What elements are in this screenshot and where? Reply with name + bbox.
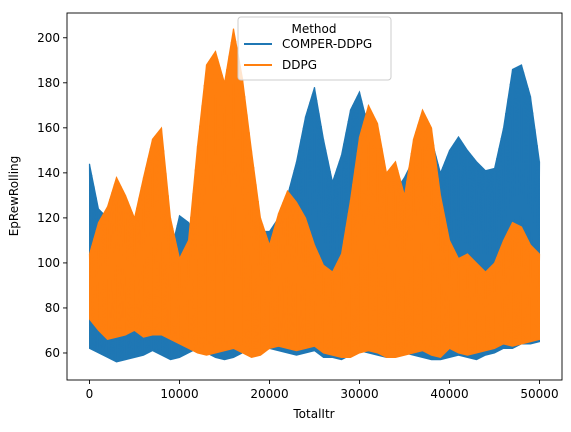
x-tick-label: 50000 bbox=[520, 387, 558, 401]
x-tick-label: 40000 bbox=[430, 387, 468, 401]
x-axis: 0 10000 20000 30000 40000 50000 bbox=[86, 380, 559, 401]
x-tick-label: 10000 bbox=[160, 387, 198, 401]
y-tick-label: 80 bbox=[45, 301, 60, 315]
legend-label: COMPER-DDPG bbox=[282, 37, 372, 51]
x-tick-label: 30000 bbox=[340, 387, 378, 401]
legend-title: Method bbox=[291, 22, 336, 36]
series-layer bbox=[88, 28, 541, 363]
plot-area bbox=[66, 12, 563, 381]
y-tick-label: 180 bbox=[37, 76, 60, 90]
legend-label: DDPG bbox=[282, 58, 317, 72]
legend[interactable]: Method COMPER-DDPG DDPG bbox=[237, 16, 392, 81]
y-tick-label: 160 bbox=[37, 121, 60, 135]
legend-entry[interactable]: COMPER-DDPG bbox=[244, 37, 372, 51]
x-axis-label: TotalItr bbox=[292, 407, 334, 421]
legend-box bbox=[237, 16, 392, 81]
y-axis: 60 80 100 120 140 160 180 200 bbox=[37, 31, 67, 360]
legend-entry[interactable]: DDPG bbox=[244, 58, 317, 72]
y-tick-label: 140 bbox=[37, 166, 60, 180]
y-tick-label: 120 bbox=[37, 211, 60, 225]
x-tick-label: 20000 bbox=[250, 387, 288, 401]
y-axis-label: EpRewRolling bbox=[7, 156, 21, 237]
y-tick-label: 100 bbox=[37, 256, 60, 270]
y-tick-label: 200 bbox=[37, 31, 60, 45]
axes-frame bbox=[66, 12, 563, 381]
y-tick-label: 60 bbox=[45, 346, 60, 360]
legend-entries: COMPER-DDPG DDPG bbox=[244, 37, 372, 72]
series-line bbox=[88, 28, 541, 358]
x-tick-label: 0 bbox=[86, 387, 94, 401]
